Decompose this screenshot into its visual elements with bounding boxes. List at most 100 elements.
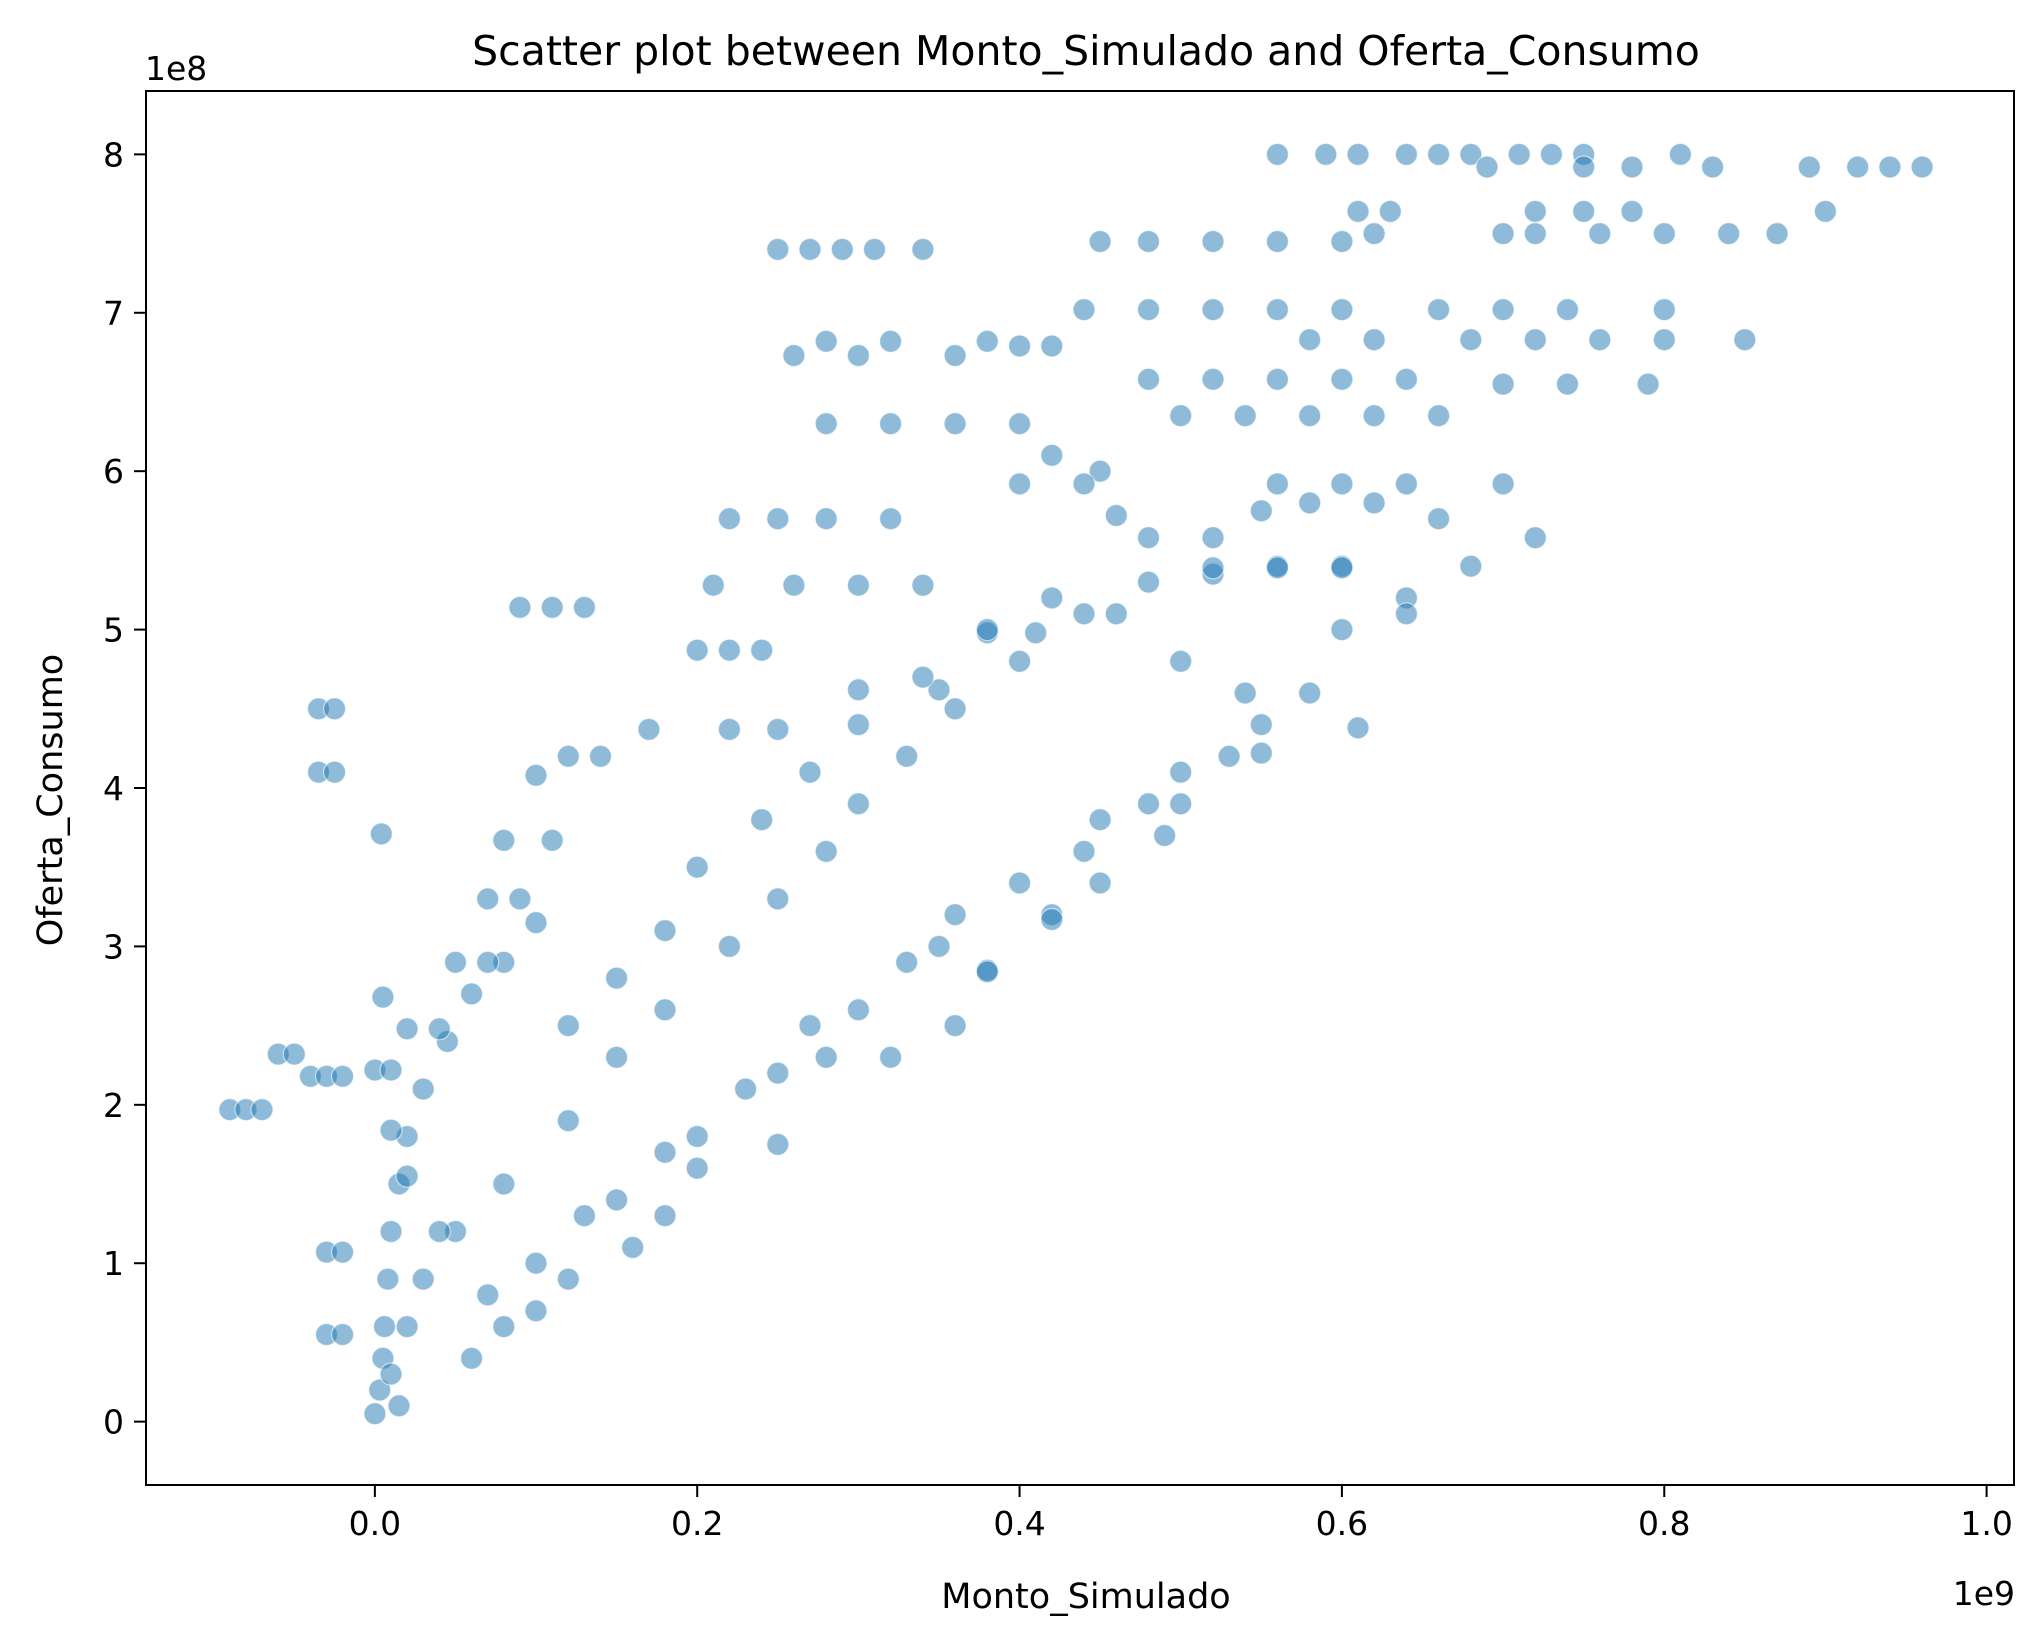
x-tick-label: 0.0 xyxy=(349,1504,401,1543)
data-point xyxy=(1330,298,1354,322)
data-point xyxy=(814,412,838,436)
data-point xyxy=(1136,229,1161,254)
data-point xyxy=(878,1045,903,1069)
data-point xyxy=(878,412,903,436)
data-point xyxy=(1072,298,1096,322)
data-point xyxy=(540,828,564,852)
data-point xyxy=(1249,712,1273,737)
ticks-layer: 0.0 0.2 0.4 0.6 0.8 1.0 0 1 2 3 4 5 6 7 8 xyxy=(103,135,2013,1543)
data-point xyxy=(766,507,790,531)
data-point xyxy=(621,1235,645,1260)
data-point xyxy=(782,573,806,597)
data-point xyxy=(331,1064,355,1088)
data-point xyxy=(895,744,919,768)
data-point xyxy=(1072,472,1096,496)
data-point xyxy=(492,1314,516,1339)
data-point xyxy=(379,1219,403,1244)
data-point xyxy=(1298,491,1322,515)
data-point xyxy=(572,1204,597,1228)
data-point xyxy=(524,1251,548,1275)
data-point xyxy=(766,1132,790,1157)
data-point xyxy=(653,1204,677,1228)
x-tick-label: 0.4 xyxy=(993,1504,1045,1543)
data-point xyxy=(372,1314,397,1339)
data-point xyxy=(1394,602,1419,626)
data-point xyxy=(1249,499,1273,523)
data-point xyxy=(1362,491,1386,515)
data-point xyxy=(862,237,887,261)
data-point xyxy=(1346,199,1370,223)
data-point xyxy=(878,329,903,353)
data-point xyxy=(572,595,597,620)
data-point xyxy=(717,507,742,531)
data-point xyxy=(363,1402,387,1426)
data-point xyxy=(798,760,822,784)
data-point xyxy=(927,934,951,959)
data-point xyxy=(733,1077,758,1101)
data-point xyxy=(323,697,347,721)
data-point xyxy=(653,1140,677,1164)
data-point xyxy=(1523,222,1547,246)
data-point xyxy=(943,903,967,927)
data-point xyxy=(1040,907,1064,932)
data-point xyxy=(379,1362,403,1386)
chart-title: Scatter plot between Monto_Simulado and … xyxy=(472,27,1700,75)
y-tick-label: 1 xyxy=(103,1244,124,1283)
data-point xyxy=(798,237,822,261)
data-point xyxy=(1426,507,1451,531)
data-point xyxy=(1265,298,1290,322)
plot-area xyxy=(218,142,1934,1426)
data-point xyxy=(895,950,919,974)
data-point xyxy=(1733,328,1757,352)
data-point xyxy=(1555,298,1580,322)
data-point xyxy=(943,343,967,368)
data-point xyxy=(1040,334,1064,358)
data-point xyxy=(1394,472,1419,496)
data-point xyxy=(1491,222,1515,246)
data-point xyxy=(395,1017,419,1041)
data-point xyxy=(766,237,790,261)
y-tick-label: 2 xyxy=(103,1086,124,1125)
data-point xyxy=(1104,602,1128,626)
data-point xyxy=(1394,367,1419,391)
data-point xyxy=(524,910,548,935)
data-point xyxy=(1088,808,1112,832)
data-point xyxy=(814,1045,838,1069)
data-point xyxy=(368,1378,392,1402)
data-point xyxy=(1588,328,1612,352)
data-point xyxy=(750,808,774,832)
plot-frame xyxy=(145,90,2015,1486)
data-point xyxy=(1265,142,1290,166)
data-point xyxy=(1700,155,1725,179)
data-point xyxy=(1201,367,1225,391)
data-point xyxy=(975,617,999,642)
data-point xyxy=(1330,617,1354,642)
data-point xyxy=(524,1299,548,1323)
data-point xyxy=(1459,554,1483,578)
data-point xyxy=(685,638,709,662)
data-point xyxy=(975,960,999,984)
data-point xyxy=(508,595,532,620)
data-point xyxy=(540,595,564,620)
data-point xyxy=(1523,328,1547,352)
data-point xyxy=(1169,649,1193,673)
data-point xyxy=(846,343,871,368)
data-point xyxy=(911,237,935,261)
data-point xyxy=(331,1322,355,1347)
data-point xyxy=(1523,199,1547,223)
data-point xyxy=(427,1017,451,1041)
data-point xyxy=(1346,716,1370,740)
data-point xyxy=(653,998,677,1022)
data-point xyxy=(766,887,790,911)
data-point xyxy=(1298,681,1322,705)
data-point xyxy=(1491,372,1515,396)
data-point xyxy=(556,1109,580,1133)
y-axis-label: Oferta_Consumo xyxy=(31,654,71,946)
data-point xyxy=(1636,372,1660,396)
data-point xyxy=(476,887,500,911)
data-point xyxy=(1846,155,1870,179)
data-point xyxy=(943,412,967,436)
data-point xyxy=(1007,871,1032,895)
data-point xyxy=(604,1045,629,1069)
data-point xyxy=(1007,334,1032,358)
